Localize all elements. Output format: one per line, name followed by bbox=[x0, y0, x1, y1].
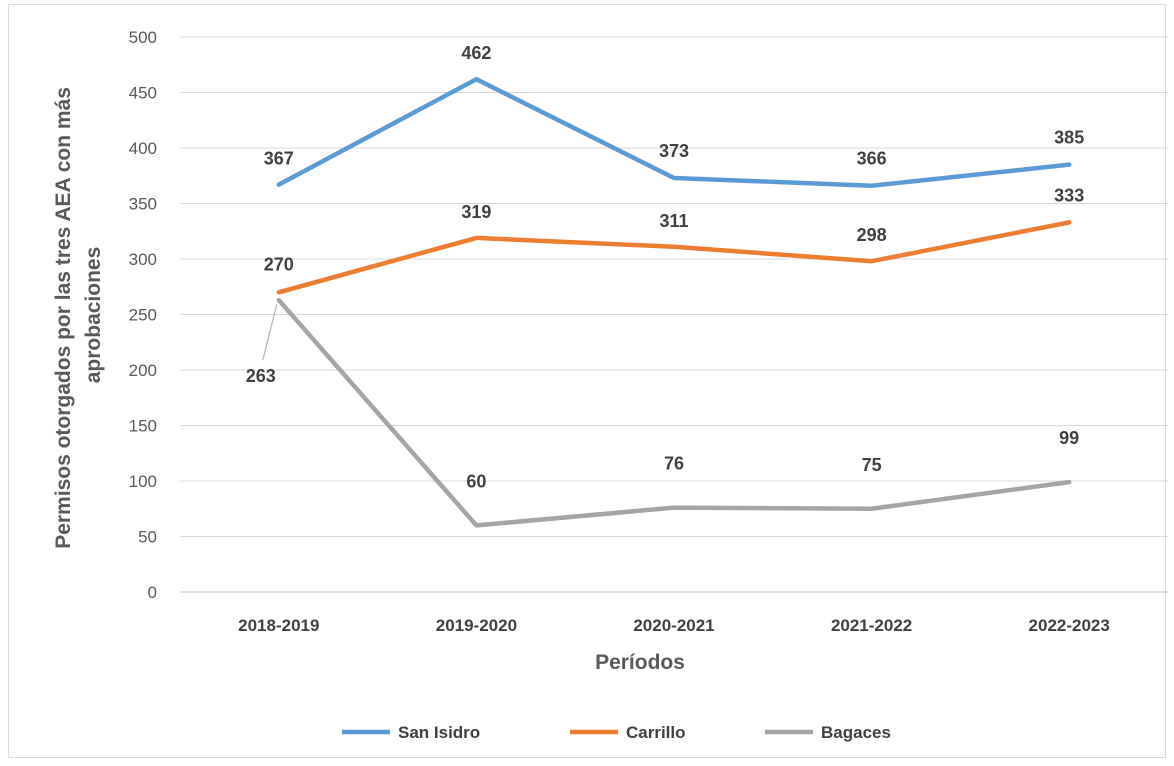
legend-label: Carrillo bbox=[626, 723, 686, 742]
data-label: 367 bbox=[264, 149, 294, 169]
y-tick-label: 350 bbox=[129, 195, 157, 214]
y-tick-label: 250 bbox=[129, 306, 157, 325]
y-axis-title-line-2: aprobaciones bbox=[82, 247, 105, 384]
data-label: 366 bbox=[857, 149, 887, 169]
y-tick-label: 100 bbox=[129, 472, 157, 491]
x-axis-title: Períodos bbox=[595, 651, 685, 674]
x-tick-label: 2021-2022 bbox=[831, 616, 912, 635]
y-axis-title-line-1: Permisos otorgados por las tres AEA con … bbox=[52, 87, 75, 549]
chart-frame bbox=[8, 4, 1166, 758]
data-label: 75 bbox=[862, 455, 882, 475]
legend-label: San Isidro bbox=[398, 723, 480, 742]
y-tick-label: 500 bbox=[129, 28, 157, 47]
y-tick-label: 450 bbox=[129, 84, 157, 103]
series-line-2 bbox=[276, 297, 1072, 528]
series-line-1 bbox=[276, 220, 1072, 295]
data-labels: 367 462 373 366 385 270 319 311 298 333 263 60 76 75 9… bbox=[246, 43, 1084, 491]
data-label: 311 bbox=[659, 211, 688, 231]
x-tick-label: 2022-2023 bbox=[1029, 616, 1110, 635]
data-label: 263 bbox=[246, 366, 276, 386]
y-axis-ticks: 0 50 100 150 200 250 300 350 400 450 500 bbox=[129, 28, 157, 602]
y-axis-title: Permisos otorgados por las tres AEA con … bbox=[52, 81, 105, 549]
x-tick-label: 2018-2019 bbox=[238, 616, 319, 635]
y-tick-label: 0 bbox=[148, 583, 157, 602]
series-lines bbox=[276, 76, 1072, 528]
data-label-leader-line bbox=[262, 303, 278, 361]
series-line-0 bbox=[276, 76, 1072, 188]
data-label: 99 bbox=[1059, 428, 1079, 448]
data-label: 385 bbox=[1054, 128, 1084, 148]
data-label: 373 bbox=[659, 141, 689, 161]
y-tick-label: 150 bbox=[129, 417, 157, 436]
y-tick-label: 300 bbox=[129, 250, 157, 269]
x-tick-label: 2020-2021 bbox=[633, 616, 714, 635]
data-label: 76 bbox=[664, 454, 684, 474]
y-tick-label: 200 bbox=[129, 361, 157, 380]
legend-label: Bagaces bbox=[821, 723, 891, 742]
legend: San Isidro Carrillo Bagaces bbox=[342, 723, 891, 742]
data-label: 270 bbox=[264, 254, 294, 274]
y-tick-label: 400 bbox=[129, 139, 157, 158]
x-axis-ticks: 2018-2019 2019-2020 2020-2021 2021-2022 2022… bbox=[238, 616, 1110, 635]
data-label: 319 bbox=[461, 202, 491, 222]
data-label: 333 bbox=[1054, 185, 1084, 205]
data-label: 60 bbox=[466, 471, 486, 491]
data-label: 462 bbox=[461, 43, 491, 63]
y-tick-label: 50 bbox=[138, 528, 157, 547]
data-label: 298 bbox=[857, 225, 887, 245]
x-tick-label: 2019-2020 bbox=[436, 616, 517, 635]
